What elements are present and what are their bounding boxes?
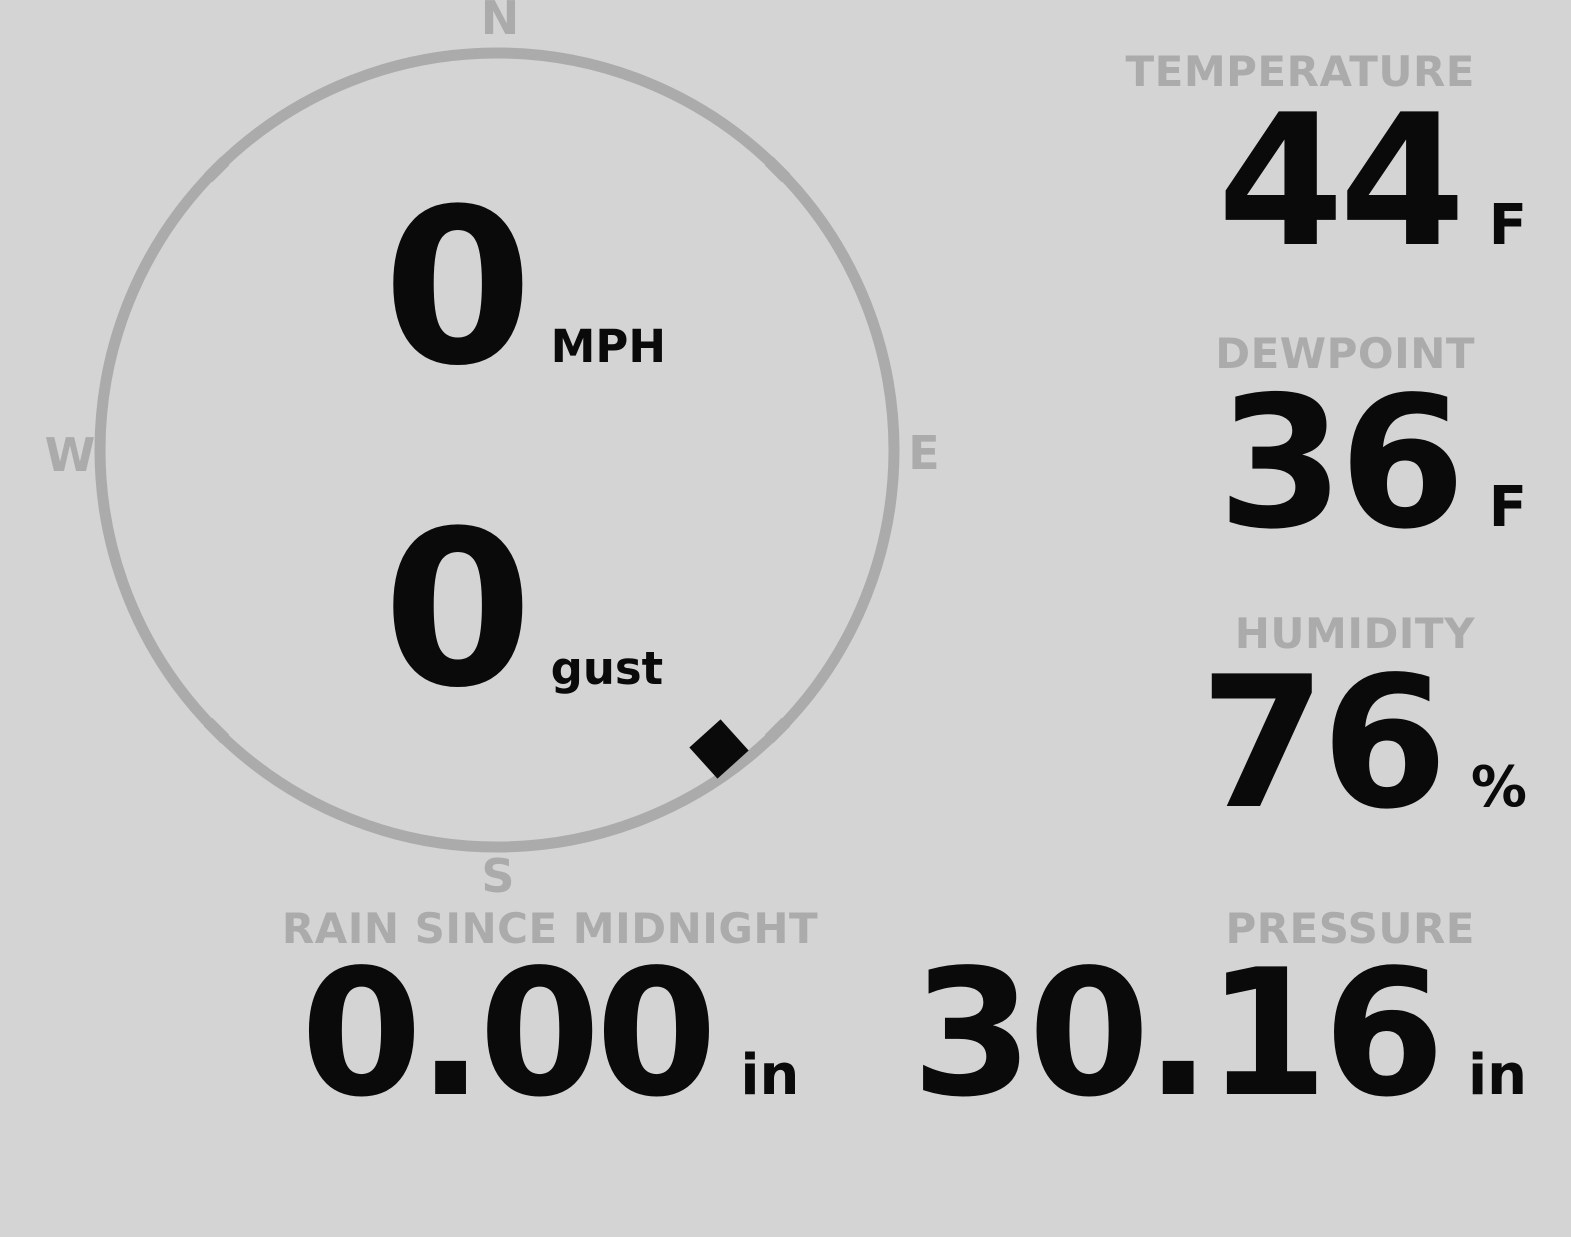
compass-tick-marks (203, 156, 791, 744)
pressure-value: 30.16 (911, 933, 1445, 1137)
temperature-value: 44 (1217, 75, 1465, 288)
wind-gust-value: 0 (383, 484, 533, 735)
rain-metric: RAIN SINCE MIDNIGHT 0.00 in (110, 904, 990, 1137)
compass-tick-sw (203, 717, 230, 744)
dewpoint-unit: F (1488, 475, 1527, 541)
pressure-metric: PRESSURE 30.16 in (911, 904, 1527, 1137)
wind-gust: 0 gust (383, 502, 663, 717)
dewpoint-metric: DEWPOINT 36 F (1215, 329, 1527, 570)
rain-unit: in (740, 1043, 800, 1109)
dewpoint-label: DEWPOINT (1215, 329, 1475, 378)
compass-label-north: N (480, 0, 520, 45)
compass-tick-ne (764, 156, 791, 183)
wind-speed: 0 MPH (383, 180, 666, 395)
wind-speed-value: 0 (383, 162, 533, 413)
wind-gust-unit: gust (550, 642, 664, 695)
wind-compass (94, 47, 900, 853)
wind-direction-marker (689, 719, 749, 779)
rain-value: 0.00 (300, 933, 718, 1137)
pressure-unit: in (1467, 1043, 1527, 1109)
wind-speed-unit: MPH (550, 320, 667, 373)
rain-label: RAIN SINCE MIDNIGHT (281, 904, 819, 953)
dewpoint-value: 36 (1217, 357, 1465, 570)
compass-label-west: W (44, 428, 96, 482)
humidity-label: HUMIDITY (1234, 609, 1475, 658)
pressure-label: PRESSURE (1225, 904, 1475, 953)
compass-label-south: S (481, 849, 515, 903)
humidity-metric: HUMIDITY 76 % (1199, 609, 1527, 850)
temperature-unit: F (1488, 193, 1527, 259)
humidity-unit: % (1470, 755, 1527, 821)
temperature-label: TEMPERATURE (1125, 47, 1475, 96)
temperature-metric: TEMPERATURE 44 F (1125, 47, 1527, 288)
humidity-value: 76 (1199, 637, 1448, 850)
compass-tick-nw (203, 156, 230, 183)
compass-ring (94, 47, 900, 853)
compass-tick-se (764, 717, 791, 744)
compass-label-east: E (908, 426, 940, 480)
